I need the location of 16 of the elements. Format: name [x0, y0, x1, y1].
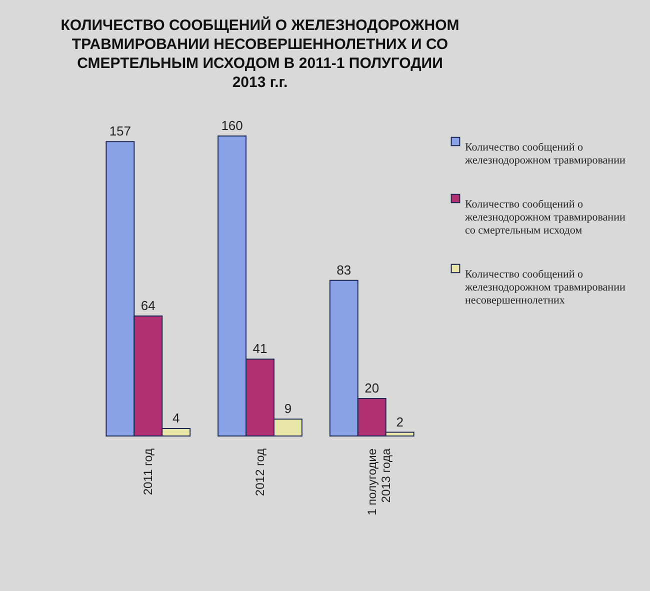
- data-label: 20: [364, 380, 380, 396]
- x-tick-label: 2012 год: [253, 448, 267, 496]
- legend-label: Количество сообщений о железнодорожном травмировании со смертельным исходом: [464, 198, 626, 236]
- data-label: 41: [252, 341, 268, 356]
- chart-title: КОЛИЧЕСТВО СООБЩЕНИЙ О ЖЕЛЕЗНОДОРОЖНОМ ТРАВМИРОВАНИИ НЕСОВЕРШЕННОЛЕТНИХ И СО СМЕРТЕЛЬНЫМ ИСХОДОМ В 2011-1 ПОЛУГОДИИ 2013 г.г.: [60, 16, 460, 91]
- data-label: 64: [140, 298, 156, 313]
- x-tick-label: 1 полугодие 2013 года: [364, 448, 393, 516]
- legend-label: Количество сообщений о железнодорожном травмировании несовершеннолетних: [464, 268, 626, 306]
- data-label: 9: [284, 401, 292, 416]
- data-label: 4: [172, 410, 180, 426]
- data-label: 83: [336, 262, 352, 278]
- data-label: 2: [396, 414, 404, 430]
- data-label: 160: [221, 118, 243, 133]
- legend-label: Количество сообщений о железнодорожном травмировании: [464, 142, 626, 166]
- x-tick-label: 2011 год: [141, 448, 156, 496]
- data-label: 157: [109, 124, 132, 139]
